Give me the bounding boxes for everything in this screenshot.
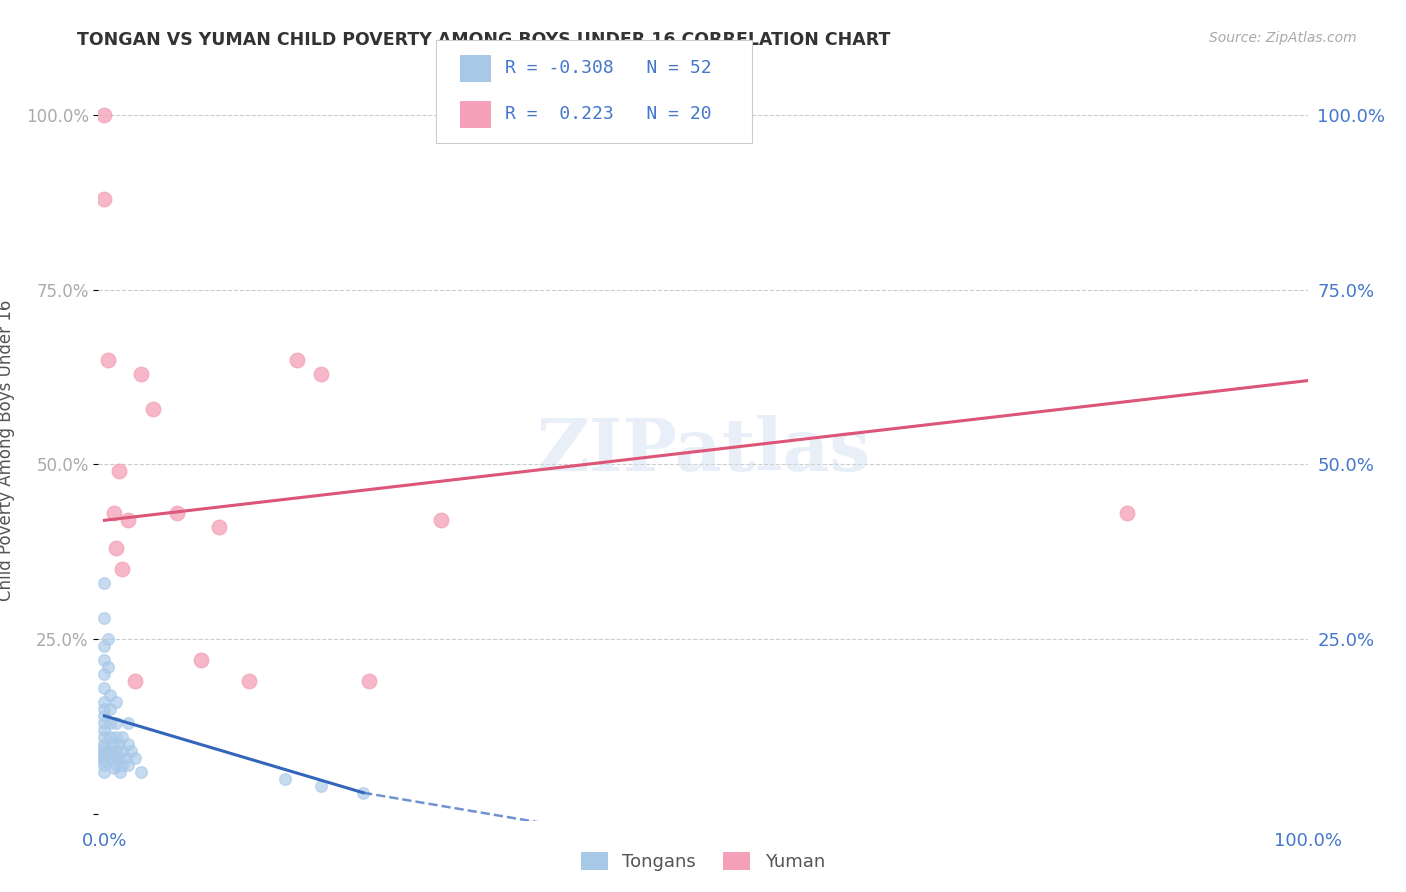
Point	[93, 757, 115, 772]
Point	[120, 744, 142, 758]
Legend: Tongans, Yuman: Tongans, Yuman	[574, 845, 832, 879]
Point	[93, 576, 115, 591]
Point	[108, 751, 131, 765]
Y-axis label: Child Poverty Among Boys Under 16: Child Poverty Among Boys Under 16	[0, 300, 14, 601]
Point	[100, 702, 122, 716]
Point	[93, 730, 115, 744]
Point	[93, 108, 115, 122]
Point	[108, 737, 131, 751]
Text: TONGAN VS YUMAN CHILD POVERTY AMONG BOYS UNDER 16 CORRELATION CHART: TONGAN VS YUMAN CHILD POVERTY AMONG BOYS…	[77, 31, 891, 49]
Point	[190, 653, 212, 667]
Point	[117, 737, 139, 751]
Point	[105, 695, 128, 709]
Point	[93, 695, 115, 709]
Point	[129, 764, 152, 779]
Point	[93, 751, 115, 765]
Text: R =  0.223   N = 20: R = 0.223 N = 20	[505, 105, 711, 123]
Point	[115, 751, 138, 765]
Point	[105, 541, 128, 556]
Point	[100, 688, 122, 702]
Point	[93, 740, 115, 755]
Point	[93, 764, 115, 779]
Point	[93, 747, 115, 762]
Point	[100, 715, 122, 730]
Point	[100, 730, 122, 744]
Point	[124, 751, 146, 765]
Point	[93, 653, 115, 667]
Text: R = -0.308   N = 52: R = -0.308 N = 52	[505, 60, 711, 78]
Point	[117, 513, 139, 527]
Point	[129, 367, 152, 381]
Point	[285, 352, 308, 367]
Point	[103, 506, 125, 520]
Point	[274, 772, 297, 786]
Point	[309, 779, 332, 793]
Point	[97, 632, 120, 646]
Point	[111, 730, 134, 744]
Text: Source: ZipAtlas.com: Source: ZipAtlas.com	[1209, 31, 1357, 45]
Point	[124, 673, 146, 688]
Point	[111, 562, 134, 576]
Point	[93, 709, 115, 723]
Point	[430, 513, 453, 527]
Point	[93, 723, 115, 737]
Point	[93, 639, 115, 653]
Point	[93, 611, 115, 625]
Point	[105, 744, 128, 758]
Point	[101, 737, 124, 751]
Point	[93, 744, 115, 758]
Point	[103, 761, 125, 775]
Point	[93, 192, 115, 206]
Text: ZIPatlas: ZIPatlas	[536, 415, 870, 486]
Point	[352, 786, 374, 800]
Point	[93, 667, 115, 681]
Point	[309, 367, 332, 381]
Point	[142, 401, 165, 416]
Point	[108, 464, 131, 478]
Point	[166, 506, 188, 520]
Point	[105, 730, 128, 744]
Point	[97, 660, 120, 674]
Point	[108, 764, 131, 779]
Point	[93, 737, 115, 751]
Point	[117, 715, 139, 730]
Point	[111, 757, 134, 772]
Point	[93, 702, 115, 716]
Point	[93, 681, 115, 695]
Point	[93, 715, 115, 730]
Point	[103, 751, 125, 765]
Point	[359, 673, 381, 688]
Point	[101, 747, 124, 762]
Point	[97, 352, 120, 367]
Point	[111, 744, 134, 758]
Point	[93, 754, 115, 768]
Point	[1116, 506, 1139, 520]
Point	[208, 520, 231, 534]
Point	[105, 757, 128, 772]
Point	[238, 673, 260, 688]
Point	[117, 757, 139, 772]
Point	[100, 744, 122, 758]
Point	[105, 715, 128, 730]
